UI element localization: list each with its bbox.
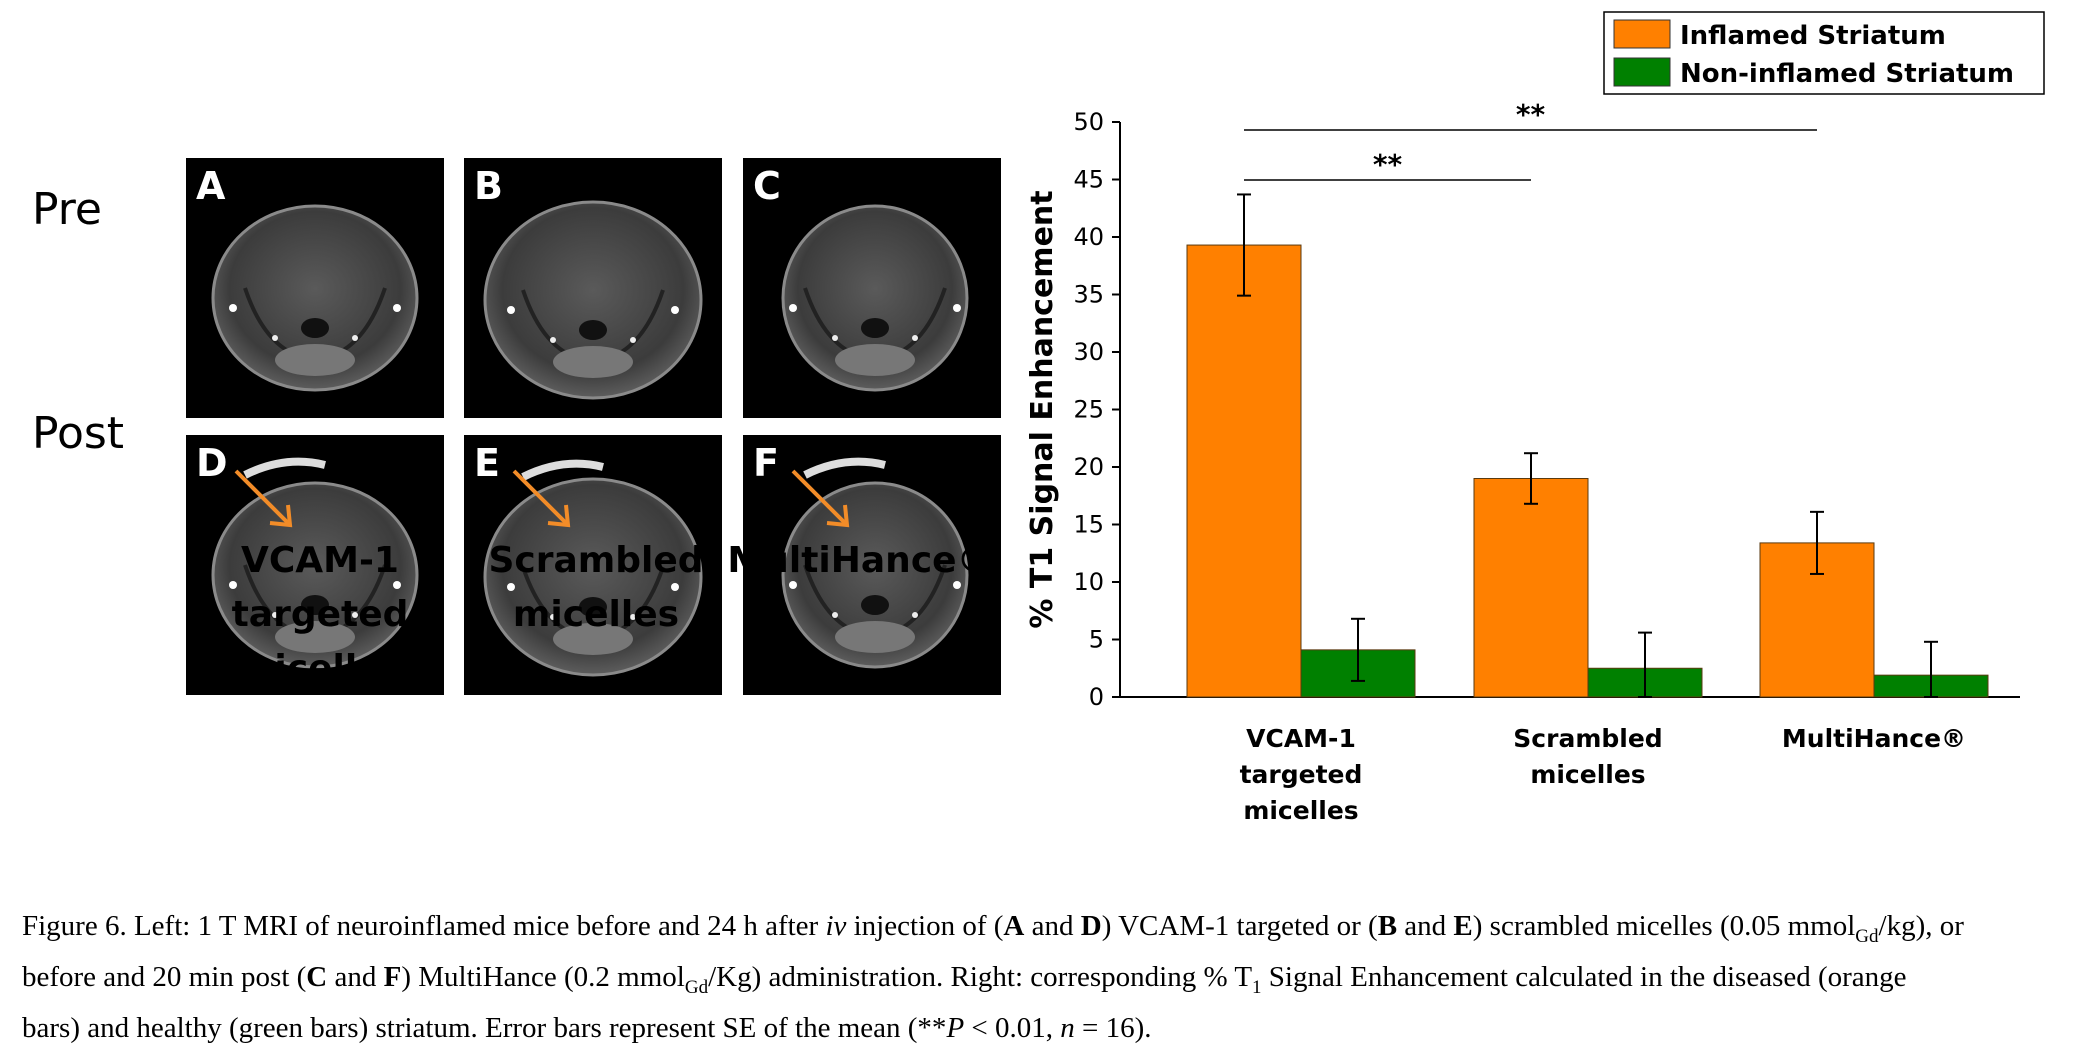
mri-brain-image (483, 200, 703, 400)
caption-text: /kg), or (1878, 910, 1964, 942)
caption-text: n (1060, 1011, 1075, 1044)
legend-box (1603, 11, 2045, 95)
mri-panel: A (186, 158, 444, 418)
x-tick-label: micelles (1243, 796, 1358, 825)
x-tick-label: micelles (1530, 760, 1645, 789)
panel-letter: F (753, 441, 779, 485)
caption-line: before and 20 min post (C and F) MultiHa… (22, 957, 2082, 1008)
row-label-post: Post (32, 408, 125, 459)
column-label-scrambled: Scrambled micelles (446, 534, 746, 642)
y-tick-label: 15 (1073, 511, 1104, 539)
bar-inflamed (1186, 244, 1302, 698)
mri-panel: C (743, 158, 1001, 418)
y-tick-label: 50 (1073, 108, 1104, 136)
caption-text: = 16). (1074, 1011, 1152, 1044)
caption-text: /Kg) administration. Right: correspondin… (708, 960, 1253, 993)
caption-line: Figure 6. Left: 1 T MRI of neuroinflamed… (22, 906, 2082, 957)
column-label-line: VCAM-1 (241, 540, 399, 581)
significance-label: ** (1516, 98, 1546, 131)
caption-text: A (1003, 910, 1025, 942)
y-tick-label: 40 (1073, 223, 1104, 251)
mri-panel: B (464, 158, 722, 418)
mri-brain-image (211, 204, 419, 392)
orange-arrow-icon (234, 469, 293, 528)
caption-text: Figure 6. Left: 1 T MRI of neuroinflamed… (22, 910, 826, 942)
caption-text: Gd (684, 976, 709, 998)
x-tick-label: Scrambled (1513, 724, 1662, 753)
panel-letter: B (474, 164, 503, 208)
mri-brain-image (483, 459, 703, 677)
caption-text: iv (825, 910, 847, 942)
mri-brain-image (781, 204, 969, 392)
caption-text: ) scrambled micelles (0.05 mmol (1472, 910, 1856, 942)
x-tick-label: VCAM-1 (1246, 724, 1356, 753)
caption-text: P (946, 1011, 965, 1044)
caption-text: < 0.01, (964, 1011, 1061, 1044)
bar-inflamed (1473, 478, 1589, 698)
y-axis-label: % T1 Signal Enhancement (1025, 190, 1060, 628)
mri-panel: D (186, 435, 444, 695)
caption-text: ) MultiHance (0.2 mmol (401, 960, 685, 993)
y-tick-label: 35 (1073, 281, 1104, 309)
mri-panel: E (464, 435, 722, 695)
caption-text: and (1024, 910, 1081, 942)
row-label-pre: Pre (32, 184, 102, 235)
caption-text: B (1377, 910, 1398, 942)
y-tick-label: 20 (1073, 453, 1104, 481)
column-label-multihance: MultiHance® (700, 534, 1020, 588)
column-label-line: Scrambled (488, 540, 704, 581)
legend-swatch (1613, 19, 1671, 49)
significance-label: ** (1373, 148, 1403, 181)
legend-swatch (1613, 57, 1671, 87)
signal-enhancement-bar-chart: 0 5 10 15 20 25 30 35 40 45 50 % T1 Signal Enhancem… (1025, 11, 2045, 825)
caption-text: ) VCAM-1 targeted or ( (1101, 910, 1378, 942)
legend-label: Inflamed Striatum (1680, 21, 1946, 51)
caption-text: injection of ( (846, 910, 1004, 942)
caption-line: bars) and healthy (green bars) striatum.… (22, 1008, 2082, 1048)
caption-text: before and 20 min post ( (22, 960, 307, 993)
orange-arrow-icon (791, 469, 850, 528)
figure-caption: Figure 6. Left: 1 T MRI of neuroinflamed… (22, 906, 2082, 1048)
caption-text: 1 (1252, 976, 1262, 998)
column-label-line: MultiHance® (727, 540, 993, 581)
column-label-line: targeted (231, 594, 409, 635)
y-tick-label: 30 (1073, 338, 1104, 366)
caption-text: and (327, 960, 384, 993)
mri-panel: F (743, 435, 1001, 695)
panel-letter: C (753, 164, 781, 208)
column-label-vcam: VCAM-1 targeted micelles (170, 534, 470, 696)
column-label-line: micelles (512, 594, 680, 635)
caption-text: Signal Enhancement calculated in the dis… (1261, 960, 1907, 993)
caption-text: F (383, 960, 402, 993)
x-tick-label: targeted (1240, 760, 1363, 789)
caption-text: C (306, 960, 328, 993)
y-tick-label: 10 (1073, 568, 1104, 596)
y-tick-label: 45 (1073, 166, 1104, 194)
y-tick-label: 25 (1073, 396, 1104, 424)
y-tick-label: 0 (1089, 683, 1104, 711)
panel-letter: D (196, 441, 228, 485)
panel-letter: A (196, 164, 226, 208)
caption-text: and (1397, 910, 1454, 942)
y-tick-label: 5 (1089, 626, 1104, 654)
mri-brain-image (781, 457, 969, 669)
caption-text: D (1080, 910, 1102, 942)
legend-label: Non-inflamed Striatum (1680, 59, 2014, 89)
caption-text: bars) and healthy (green bars) striatum.… (22, 1011, 947, 1044)
column-label-line: micelles (236, 648, 404, 689)
orange-arrow-icon (512, 469, 571, 528)
caption-text: Gd (1855, 925, 1879, 947)
mri-brain-image (211, 457, 419, 669)
x-tick-label: MultiHance® (1782, 724, 1966, 753)
panel-letter: E (474, 441, 500, 485)
caption-text: E (1453, 910, 1473, 942)
